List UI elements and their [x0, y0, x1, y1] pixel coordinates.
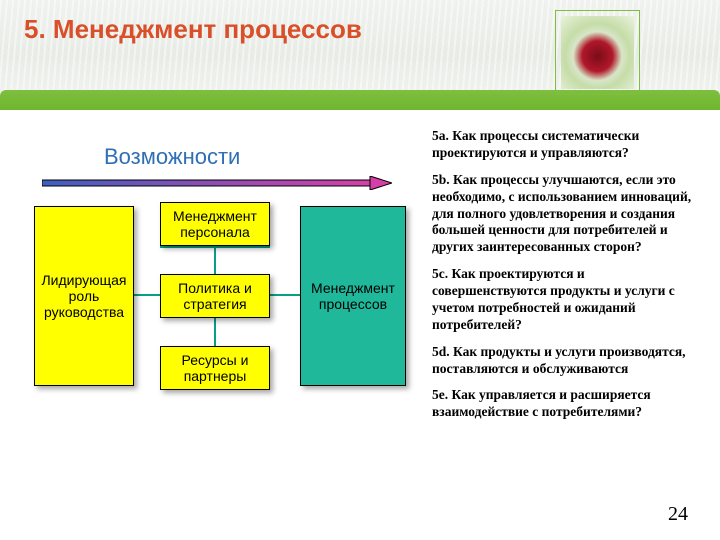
connector	[160, 246, 270, 248]
box-personnel: Менеджмент персонала	[160, 202, 270, 246]
question-5a: 5a. Как процессы систематически проектир…	[432, 128, 700, 162]
capabilities-diagram: Возможности Лидирующая роль руководства …	[24, 128, 414, 468]
question-5b: 5b. Как процессы улучшаются, если это не…	[432, 172, 700, 256]
questions-list: 5a. Как процессы систематически проектир…	[432, 128, 700, 431]
connector	[134, 294, 160, 296]
page-title: 5. Менеджмент процессов	[24, 14, 362, 45]
content-area: Возможности Лидирующая роль руководства …	[0, 120, 720, 500]
page-number: 24	[668, 503, 688, 526]
question-5c: 5c. Как проектируются и совершенствуются…	[432, 266, 700, 334]
question-5d: 5d. Как продукты и услуги производятся, …	[432, 344, 700, 378]
diagram-heading: Возможности	[104, 144, 240, 170]
box-policy: Политика и стратегия	[160, 274, 270, 318]
box-process-mgmt: Менеджмент процессов	[300, 206, 406, 386]
box-leadership: Лидирующая роль руководства	[34, 206, 134, 386]
logo-flower	[555, 10, 640, 95]
arrow	[42, 176, 392, 190]
box-resources: Ресурсы и партнеры	[160, 346, 270, 390]
question-5e: 5e. Как управляется и расширяется взаимо…	[432, 387, 700, 421]
connector	[270, 294, 300, 296]
